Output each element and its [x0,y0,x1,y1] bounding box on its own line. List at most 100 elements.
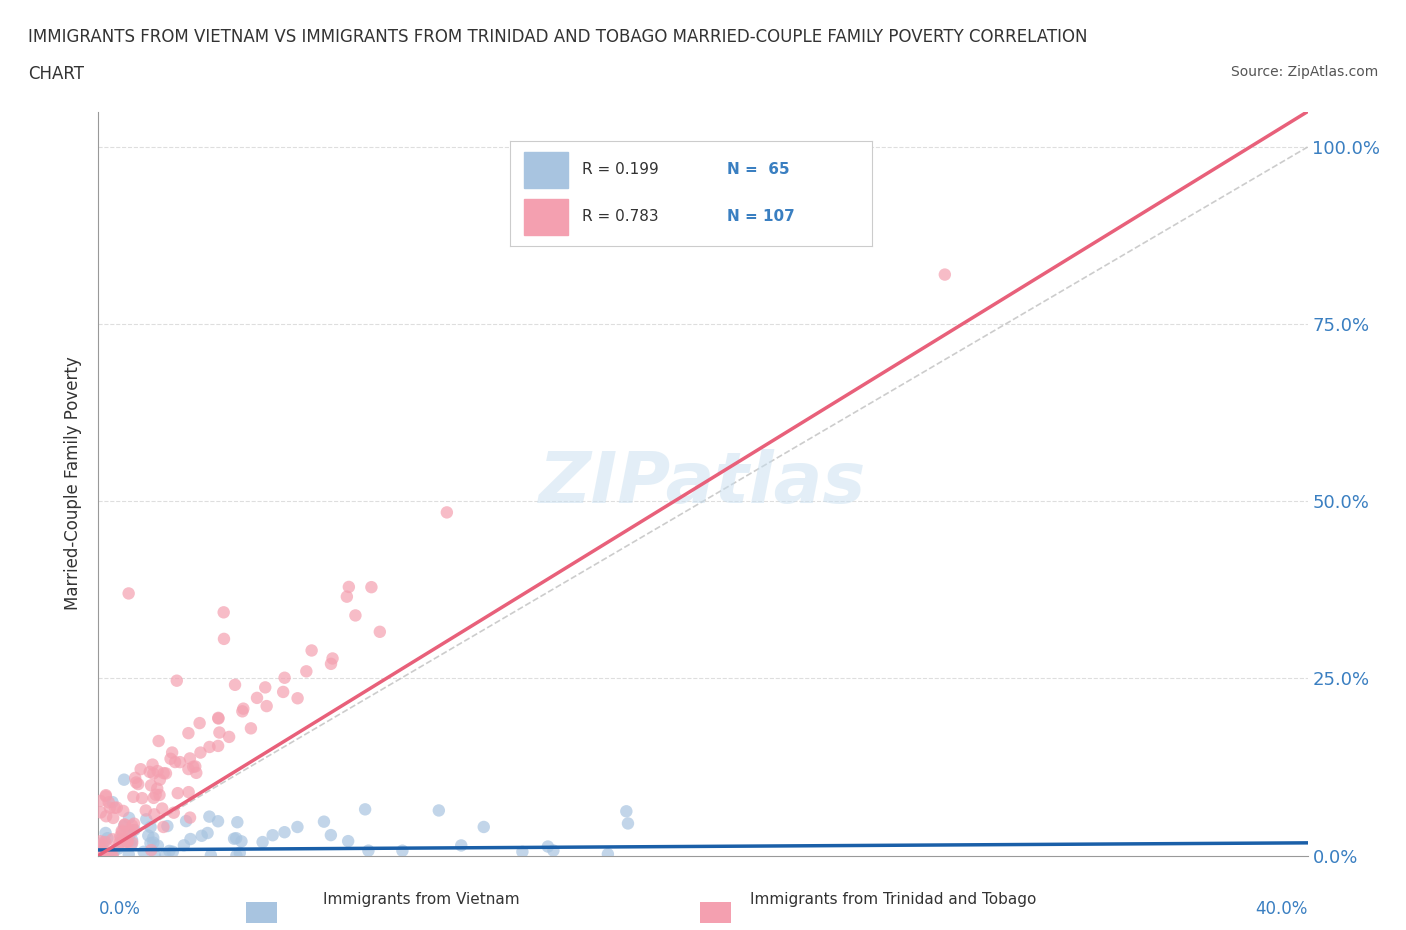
Point [94,788,117,803]
Point [354,802,377,817]
Point [124,770,146,785]
Point [122,823,145,838]
Point [97,845,120,860]
Point [93,848,115,863]
Point [115,834,138,849]
Point [132,844,155,859]
Point [537,839,560,854]
Point [110,831,132,846]
Point [212,604,235,619]
Point [153,848,176,863]
Point [118,810,141,825]
Point [617,816,640,830]
Text: Immigrants from Trinidad and Tobago: Immigrants from Trinidad and Tobago [749,892,1036,907]
Text: Source: ZipAtlas.com: Source: ZipAtlas.com [1230,65,1378,79]
Point [262,828,284,843]
Point [207,711,229,725]
Point [287,819,309,834]
Point [166,673,188,688]
Point [512,844,534,859]
Point [224,677,246,692]
Point [218,729,240,744]
Point [98,801,121,816]
Point [232,701,254,716]
Point [156,818,179,833]
Point [177,725,200,740]
Point [165,754,187,769]
Point [90,839,112,854]
Point [89,842,111,857]
Point [319,657,342,671]
Point [231,834,253,849]
Point [94,809,117,824]
Point [135,803,157,817]
Point [104,801,127,816]
Point [169,754,191,769]
Point [122,817,145,831]
Point [252,834,274,849]
Point [312,815,335,830]
Point [141,843,163,857]
Point [166,786,188,801]
Point [118,828,141,843]
Point [117,834,139,849]
Point [226,815,249,830]
Point [114,817,136,832]
Point [112,831,135,846]
Point [150,801,173,816]
Point [121,835,143,850]
Point [207,814,229,829]
Point [89,834,111,849]
Point [143,807,166,822]
Point [143,848,166,863]
Point [368,624,391,639]
Point [273,671,295,685]
Point [239,721,262,736]
Point [337,833,360,848]
Point [155,766,177,781]
Point [163,805,186,820]
Point [472,819,495,834]
Point [139,836,162,851]
Point [319,828,342,843]
Point [94,789,117,804]
Point [114,817,136,832]
Point [344,608,367,623]
Point [177,785,200,800]
Point [139,777,162,792]
Point [136,828,159,843]
Point [207,711,229,726]
Point [208,725,231,740]
Point [90,848,112,863]
Point [135,812,157,827]
Point [139,819,162,834]
Point [97,795,120,810]
Point [149,772,172,787]
Point [186,765,208,780]
Point [145,787,167,802]
Point [273,825,295,840]
Point [103,844,125,858]
Point [174,814,197,829]
Point [131,790,153,805]
Point [190,829,212,844]
Point [357,844,380,858]
Point [184,759,207,774]
Point [111,823,134,838]
Point [336,590,359,604]
Text: CHART: CHART [28,65,84,83]
Point [96,830,118,845]
Point [101,794,124,809]
Text: 0.0%: 0.0% [98,900,141,918]
Text: ZIPatlas: ZIPatlas [540,449,866,518]
Text: 40.0%: 40.0% [1256,900,1308,918]
Point [179,831,201,846]
Point [179,810,201,825]
Point [118,825,141,840]
Point [122,790,145,804]
Point [198,739,221,754]
Point [107,842,129,857]
Point [142,790,165,805]
Point [129,762,152,777]
Point [177,762,200,777]
